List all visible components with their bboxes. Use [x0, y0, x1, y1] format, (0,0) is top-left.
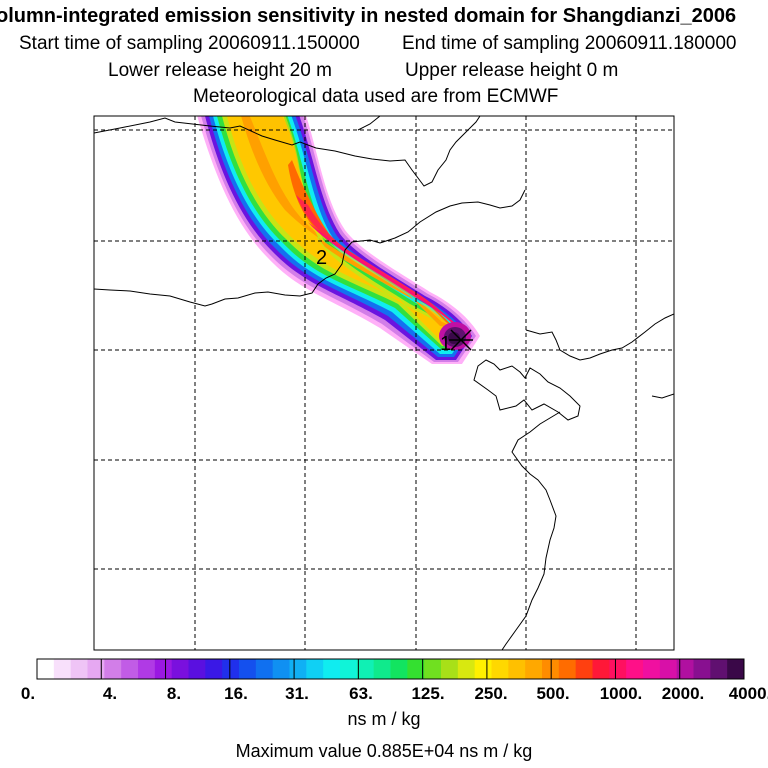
- map-frame: [93, 115, 675, 651]
- colorbar-tick-label: 2000.: [661, 684, 705, 703]
- colorbar-swatch: [87, 659, 105, 679]
- receptor-cross-icon: [449, 329, 473, 351]
- colorbar-swatch: [70, 659, 88, 679]
- colorbar-swatch: [693, 659, 711, 679]
- colorbar-tick-label: 4000.: [728, 684, 768, 703]
- colorbar-swatch: [104, 659, 122, 679]
- colorbar-swatch: [727, 659, 745, 679]
- colorbar-swatch: [491, 659, 509, 679]
- colorbar-swatch: [609, 659, 627, 679]
- colorbar-swatch: [205, 659, 223, 679]
- colorbar-swatch: [323, 659, 341, 679]
- colorbar-swatch: [255, 659, 274, 679]
- colorbar-swatch: [558, 659, 577, 679]
- colorbar-swatch: [575, 659, 593, 679]
- sampling-end: End time of sampling 20060911.180000: [402, 33, 737, 54]
- lat-lon-grid: [94, 116, 674, 650]
- colorbar-tick-label: 500.: [536, 684, 570, 703]
- colorbar-swatch: [306, 659, 324, 679]
- colorbar-swatch: [457, 659, 476, 679]
- colorbar-frame: [36, 658, 745, 680]
- plume: [197, 116, 480, 364]
- colorbar-swatch: [121, 659, 139, 679]
- colorbar-swatch: [154, 659, 173, 679]
- colorbar-swatch: [542, 659, 560, 679]
- colorbar-swatch: [441, 659, 459, 679]
- colorbar-swatch: [356, 659, 375, 679]
- colorbar-swatch: [272, 659, 290, 679]
- colorbar-tick-label: 8.: [166, 684, 182, 703]
- colorbar-swatch: [390, 659, 408, 679]
- colorbar-swatch: [710, 659, 728, 679]
- colorbar-swatch: [171, 659, 189, 679]
- colorbar-tick-label: 250.: [474, 684, 508, 703]
- colorbar-swatch: [289, 659, 307, 679]
- colorbar-units: ns m / kg: [347, 709, 421, 729]
- colorbar-swatch: [643, 659, 661, 679]
- coastlines: [94, 116, 674, 650]
- sampling-start: Start time of sampling 20060911.150000: [19, 33, 360, 54]
- colorbar-tick-label: 4.: [102, 684, 118, 703]
- colorbar-swatch: [239, 659, 257, 679]
- maximum-value: Maximum value 0.885E+04 ns m / kg: [235, 741, 533, 761]
- colorbar-swatch: [407, 659, 425, 679]
- colorbar-swatch: [188, 659, 206, 679]
- contour-label-2: 2: [316, 247, 327, 269]
- colorbar-tick-label: 0.: [20, 684, 36, 703]
- colorbar-tick-label: 63.: [349, 684, 373, 703]
- colorbar-swatch: [659, 659, 678, 679]
- colorbar-swatch: [53, 659, 72, 679]
- colorbar-tick-label: 31.: [285, 684, 309, 703]
- colorbar-swatch: [222, 659, 240, 679]
- colorbar-swatch: [626, 659, 644, 679]
- colorbar-swatch: [592, 659, 610, 679]
- colorbar-swatch: [508, 659, 526, 679]
- colorbar-swatch: [37, 659, 55, 679]
- colorbar-tick-label: 125.: [411, 684, 445, 703]
- release-lower: Lower release height 20 m: [108, 60, 332, 81]
- colorbar-swatch: [474, 659, 492, 679]
- met-source: Meteorological data used are from ECMWF: [193, 86, 559, 107]
- colorbar-swatch: [138, 659, 156, 679]
- colorbar-swatch: [424, 659, 442, 679]
- plot-title: olumn-integrated emission sensitivity in…: [0, 5, 737, 27]
- colorbar-tick-label: 1000.: [599, 684, 643, 703]
- release-upper: Upper release height 0 m: [405, 60, 619, 81]
- contour-labels: 2 1: [316, 247, 451, 355]
- colorbar-swatch: [525, 659, 543, 679]
- colorbar-swatch: [373, 659, 391, 679]
- colorbar-tick-label: 16.: [224, 684, 248, 703]
- colorbar-swatch: [340, 659, 358, 679]
- colorbar-swatch: [676, 659, 694, 679]
- contour-label-1: 1: [440, 333, 451, 355]
